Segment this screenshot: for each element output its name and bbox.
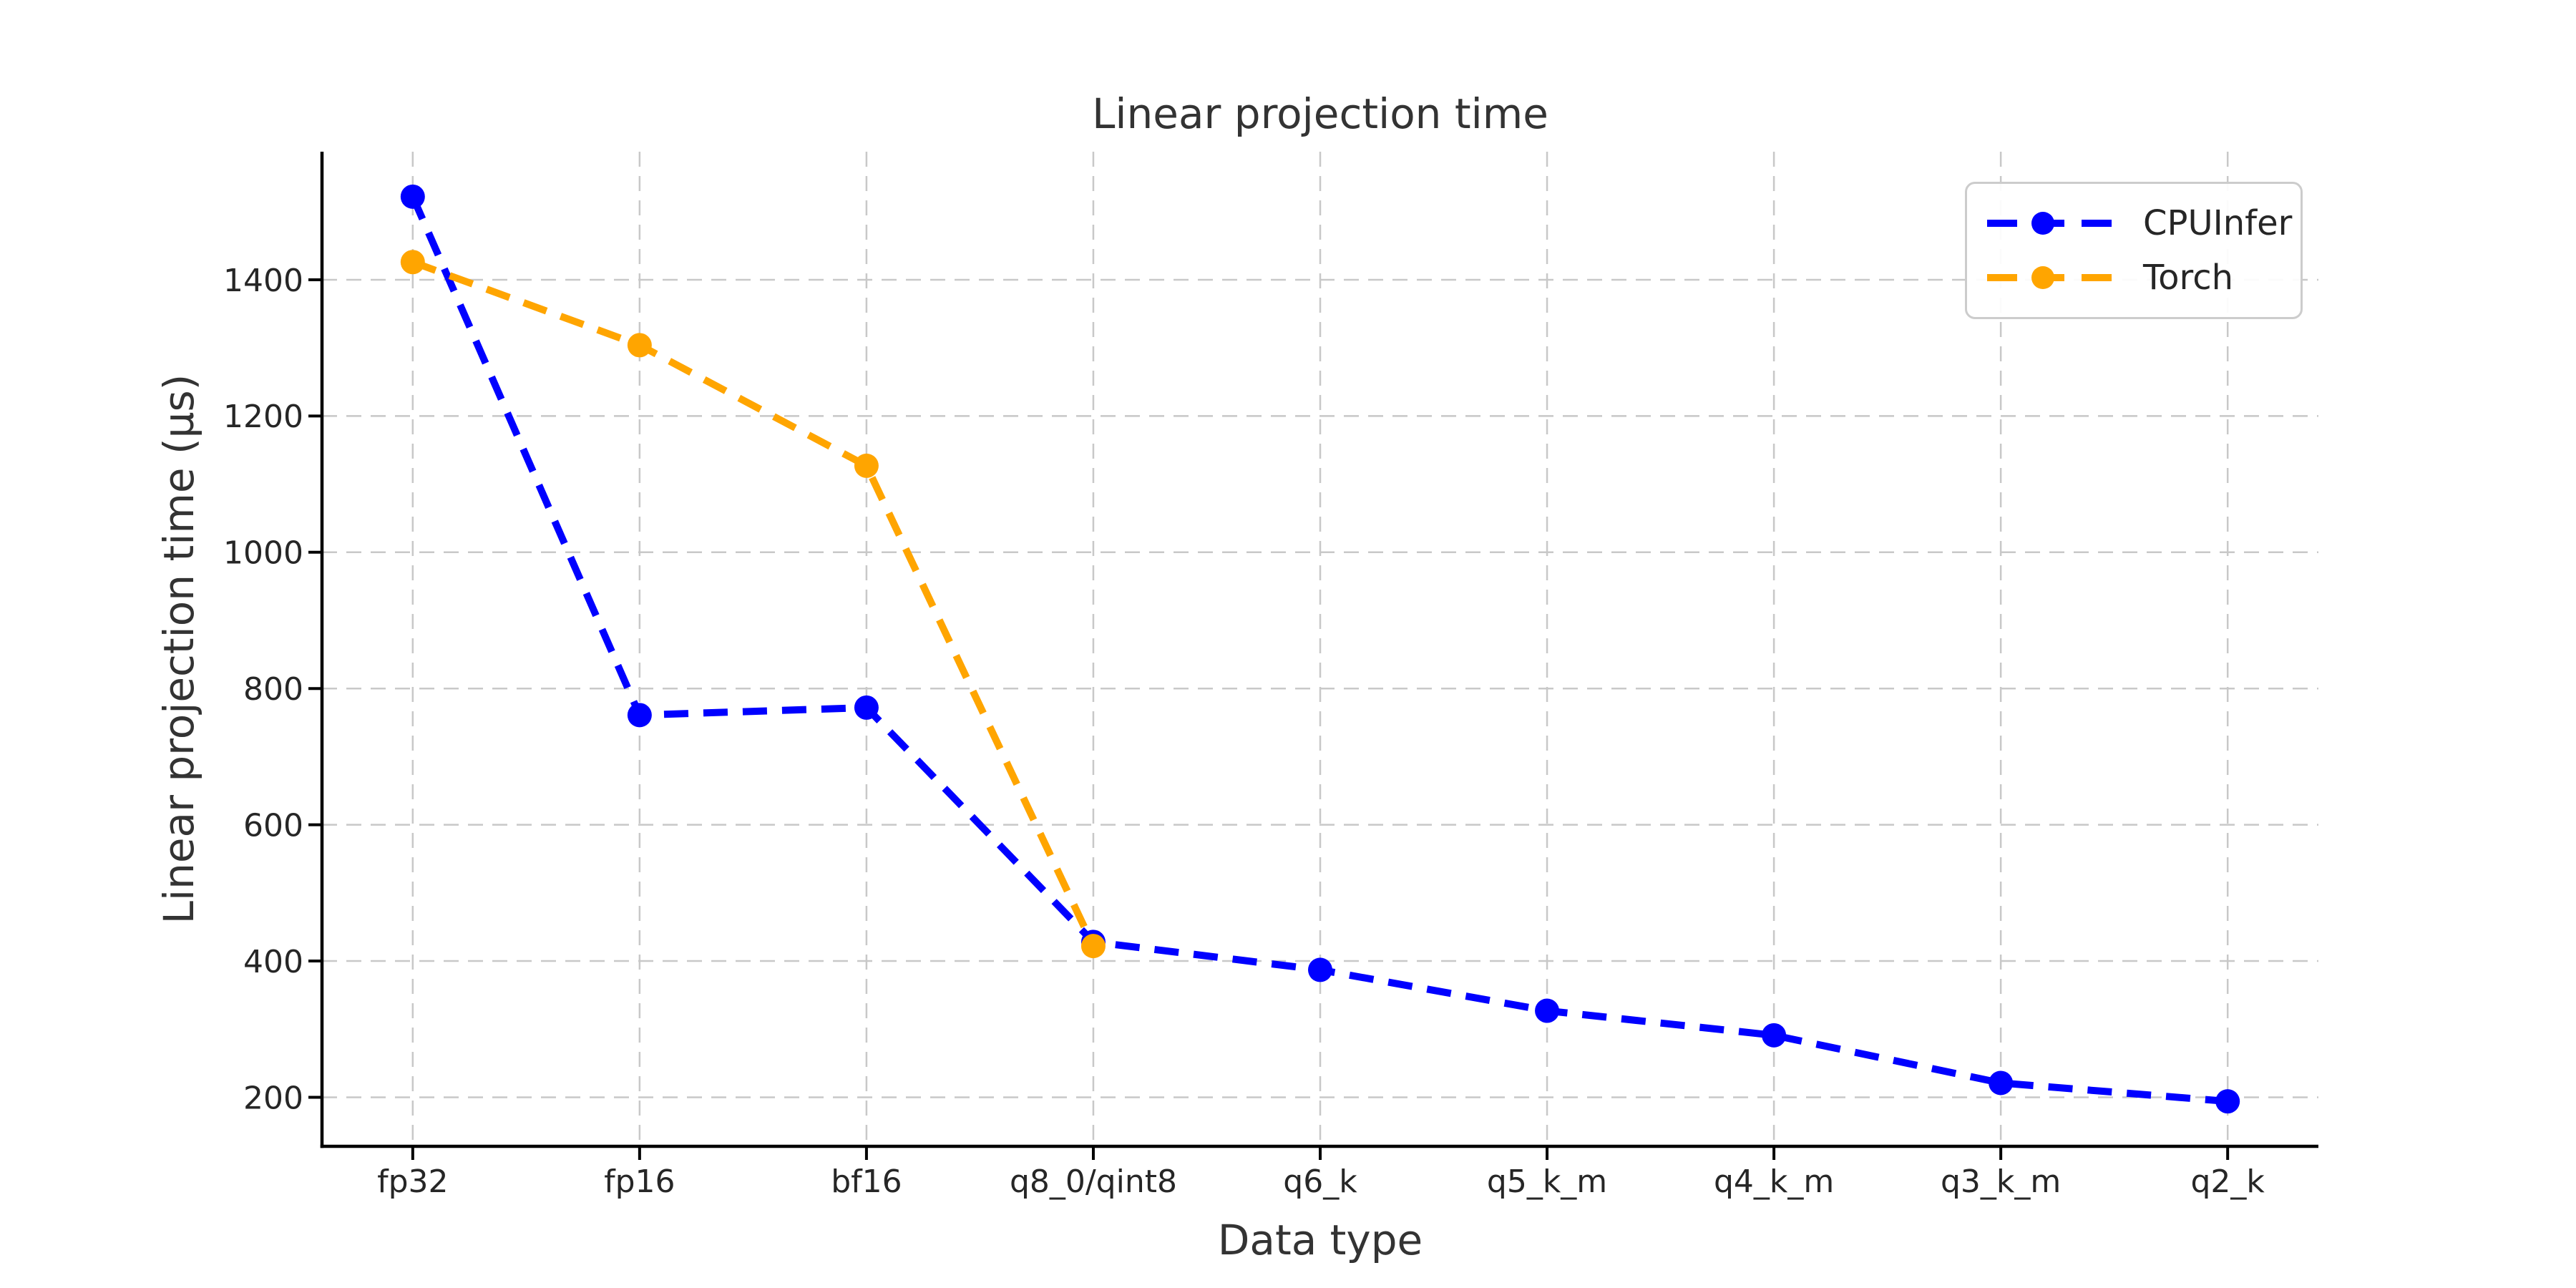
legend: CPUInfer Torch [1965, 182, 2303, 319]
legend-line-sample-torch [1987, 266, 2117, 290]
x-tick-label-q4-k-m: q4_k_m [1714, 1163, 1834, 1200]
legend-item-torch: Torch [1984, 258, 2283, 298]
data-point-cpuinfer-q5-k-m [1535, 998, 1560, 1023]
x-tick-label-bf16: bf16 [831, 1163, 902, 1200]
legend-label-torch: Torch [2143, 258, 2234, 298]
x-tick-label-q5-k-m: q5_k_m [1487, 1163, 1607, 1200]
y-tick-label-1000: 1000 [223, 535, 303, 572]
y-tick-label-1400: 1400 [223, 263, 303, 299]
x-tick-label-q8-0-qint8: q8_0/qint8 [1010, 1163, 1177, 1200]
legend-line-sample-cpuinfer [1987, 211, 2117, 235]
data-point-torch-fp16 [627, 333, 652, 358]
series-line-torch [411, 258, 1097, 948]
y-tick-label-600: 600 [243, 807, 303, 844]
data-point-torch-bf16 [854, 453, 879, 478]
data-point-cpuinfer-q6-k [1308, 957, 1332, 982]
x-tick-label-fp16: fp16 [604, 1163, 675, 1200]
data-point-cpuinfer-fp16 [627, 703, 652, 728]
x-tick-label-q2-k: q2_k [2190, 1163, 2265, 1200]
chart-title: Linear projection time [1092, 89, 1548, 138]
x-tick-label-q6-k: q6_k [1283, 1163, 1357, 1200]
y-axis-label: Linear projection time (µs) [155, 374, 203, 924]
y-tick-label-800: 800 [243, 671, 303, 708]
x-axis-label: Data type [1217, 1216, 1423, 1264]
legend-item-cpuinfer: CPUInfer [1984, 203, 2292, 243]
data-point-torch-fp32 [400, 250, 425, 275]
data-point-torch-q8-0-qint8 [1080, 934, 1106, 959]
data-point-cpuinfer-q3-k-m [1989, 1070, 2014, 1096]
data-point-cpuinfer-q4-k-m [1762, 1023, 1787, 1048]
y-tick-label-400: 400 [243, 944, 303, 980]
x-tick-label-q3-k-m: q3_k_m [1941, 1163, 2061, 1200]
legend-label-cpuinfer: CPUInfer [2143, 203, 2293, 243]
data-point-cpuinfer-q2-k [2215, 1089, 2240, 1114]
data-point-cpuinfer-fp32 [400, 184, 425, 209]
x-tick-label-fp32: fp32 [377, 1163, 448, 1200]
data-point-cpuinfer-bf16 [854, 695, 879, 720]
y-tick-label-200: 200 [243, 1080, 303, 1116]
y-tick-label-1200: 1200 [223, 399, 303, 435]
